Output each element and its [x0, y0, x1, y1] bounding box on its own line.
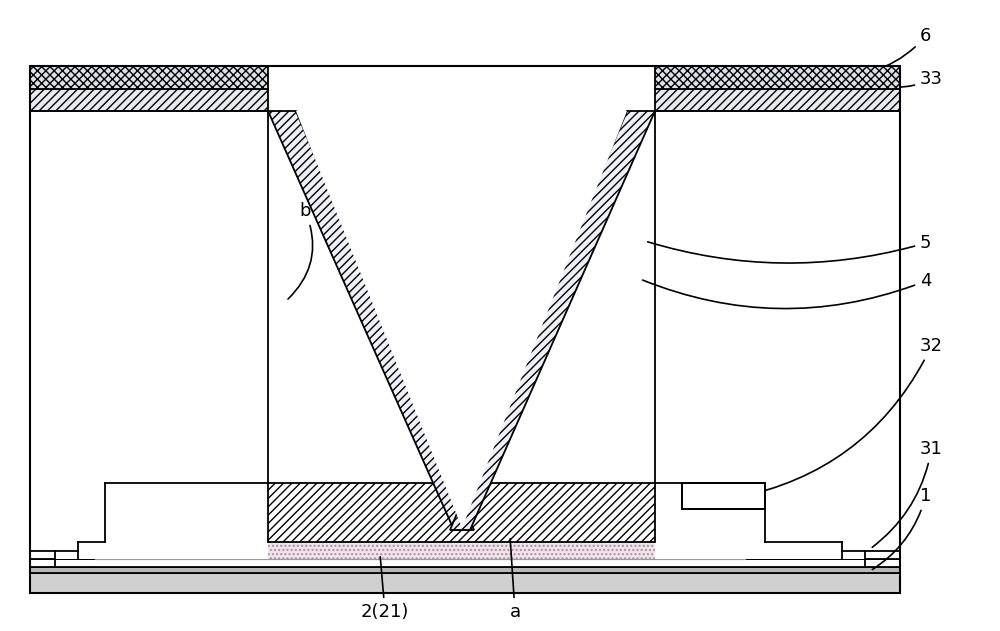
Text: 6: 6 [873, 27, 931, 71]
Polygon shape [450, 111, 655, 530]
Text: 4: 4 [643, 272, 931, 309]
Text: 2(21): 2(21) [361, 557, 409, 621]
Text: 33: 33 [873, 70, 943, 88]
Polygon shape [30, 567, 900, 573]
Polygon shape [30, 111, 268, 559]
Polygon shape [655, 66, 900, 89]
Polygon shape [95, 537, 745, 559]
Polygon shape [30, 559, 900, 567]
Text: 32: 32 [738, 337, 943, 497]
Polygon shape [682, 483, 765, 509]
Polygon shape [296, 111, 627, 528]
Text: 1: 1 [872, 487, 931, 570]
Text: 5: 5 [648, 234, 931, 263]
Polygon shape [30, 573, 900, 593]
Text: b: b [288, 202, 313, 299]
Polygon shape [55, 551, 865, 559]
Polygon shape [30, 66, 268, 89]
Text: 31: 31 [872, 440, 943, 547]
Polygon shape [268, 111, 474, 530]
Polygon shape [30, 89, 268, 111]
Polygon shape [655, 89, 900, 111]
Polygon shape [655, 111, 900, 559]
Polygon shape [105, 483, 765, 542]
Text: a: a [509, 539, 521, 621]
Polygon shape [78, 542, 842, 551]
